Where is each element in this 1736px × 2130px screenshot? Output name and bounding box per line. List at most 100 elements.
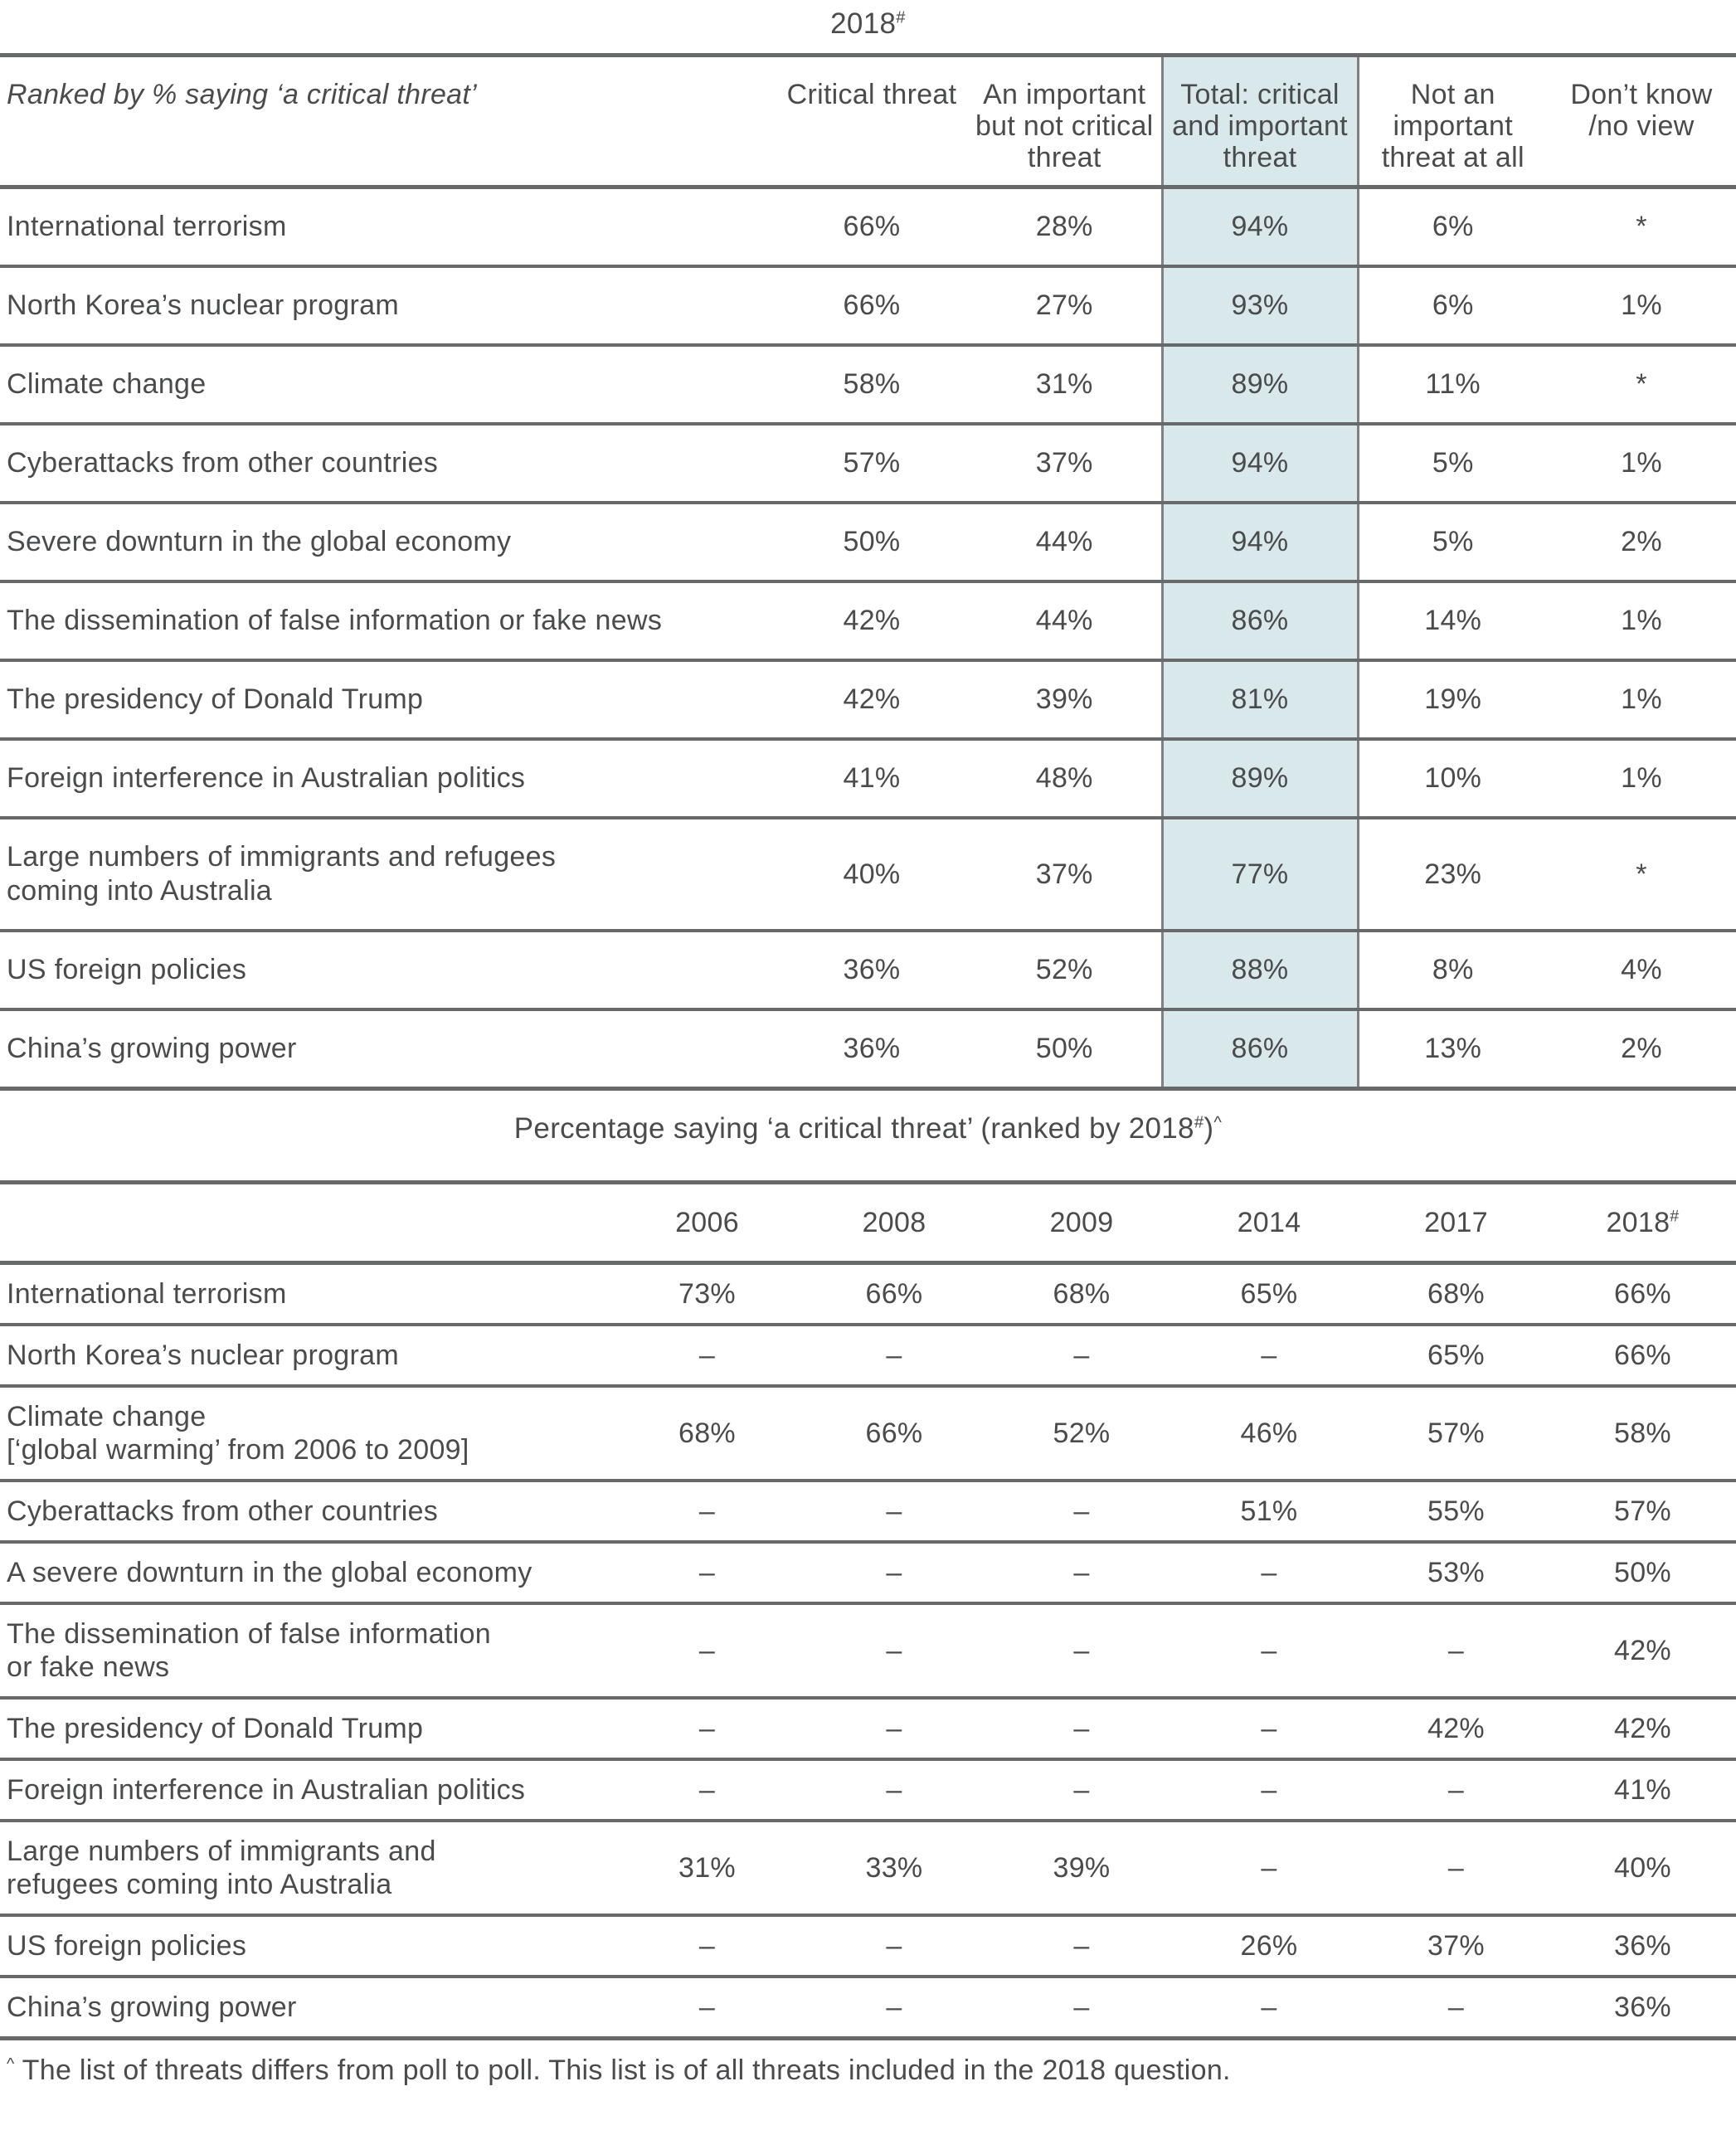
value-cell: 42%	[1614, 1635, 1671, 1666]
row-label: North Korea’s nuclear program	[7, 1340, 399, 1371]
value-cell: 57%	[843, 447, 901, 479]
value-cell: 31%	[678, 1852, 736, 1884]
value-cell: 8%	[1432, 954, 1474, 985]
value-cell: 52%	[1053, 1418, 1111, 1449]
threats-2018-table: Ranked by % saying ‘a critical threat’ C…	[0, 53, 1736, 1091]
value-cell: –	[886, 1713, 902, 1744]
value-cell: –	[1447, 1635, 1465, 1666]
value-cell: –	[1261, 1713, 1277, 1744]
table2-title-caret-superscript: ^	[1213, 1113, 1223, 1132]
table-row: Foreign interference in Australian polit…	[0, 1759, 1736, 1821]
value-cell: –	[1073, 1713, 1090, 1744]
total-value-cell: 77%	[1160, 818, 1359, 931]
value-cell: 36%	[1614, 1991, 1671, 2023]
value-cell: 65%	[1427, 1340, 1485, 1371]
row-label: The dissemination of false information o…	[7, 605, 663, 636]
row-label: Cyberattacks from other countries	[7, 1495, 439, 1527]
value-cell: –	[1261, 1774, 1277, 1806]
column-header-2018: 2018#	[1606, 1207, 1680, 1238]
table-row: Foreign interference in Australian polit…	[0, 739, 1736, 818]
value-cell: 42%	[1427, 1713, 1485, 1744]
value-cell: 42%	[843, 683, 901, 715]
column-header-not-important: Not an important threat at all	[1381, 79, 1524, 173]
value-cell: 66%	[1614, 1340, 1671, 1371]
value-cell: –	[886, 1635, 902, 1666]
value-cell: 2%	[1621, 526, 1662, 557]
value-cell: –	[1073, 1774, 1090, 1806]
column-header-2006: 2006	[675, 1207, 739, 1238]
column-header-2009: 2009	[1049, 1207, 1114, 1238]
value-cell: –	[698, 1774, 716, 1806]
table-row: Large numbers of immigrants and refugees…	[0, 1821, 1736, 1915]
value-cell: –	[1073, 1495, 1090, 1527]
table1-title-text: 2018	[830, 7, 897, 40]
total-value-cell: 86%	[1160, 581, 1359, 660]
row-label: Foreign interference in Australian polit…	[7, 1774, 526, 1806]
row-label: Large numbers of immigrants and refugees…	[7, 1836, 436, 1900]
value-cell: 50%	[1035, 1033, 1093, 1064]
value-cell: *	[1636, 211, 1647, 242]
value-cell: 37%	[1035, 858, 1093, 890]
table-row: The dissemination of false information o…	[0, 581, 1736, 660]
value-cell: 36%	[843, 954, 901, 985]
value-cell: 36%	[1614, 1930, 1671, 1962]
value-cell: –	[1073, 1635, 1090, 1666]
footnote: ^ The list of threats differs from poll …	[0, 2054, 1736, 2087]
value-cell: –	[1261, 1852, 1277, 1884]
value-cell: –	[698, 1340, 716, 1371]
table-row: North Korea’s nuclear program – – – – 65…	[0, 1325, 1736, 1386]
value-cell: –	[698, 1635, 716, 1666]
table2-title: Percentage saying ‘a critical threat’ (r…	[513, 1112, 1223, 1145]
value-cell: *	[1636, 858, 1647, 890]
value-cell: –	[698, 1713, 716, 1744]
table-row: Cyberattacks from other countries 57% 37…	[0, 424, 1736, 503]
value-cell: –	[886, 1557, 902, 1588]
value-cell: 37%	[1427, 1930, 1485, 1962]
row-label: A severe downturn in the global economy	[7, 1557, 532, 1588]
value-cell: 26%	[1240, 1930, 1298, 1962]
table1-title-superscript: #	[896, 8, 906, 27]
table-row: Cyberattacks from other countries – – – …	[0, 1481, 1736, 1542]
value-cell: –	[1073, 1930, 1090, 1962]
column-header-2017: 2017	[1424, 1207, 1488, 1238]
footnote-caret-superscript: ^	[7, 2055, 15, 2074]
value-cell: 31%	[1035, 368, 1093, 400]
value-cell: 5%	[1432, 526, 1474, 557]
value-cell: 66%	[1614, 1278, 1671, 1310]
table-row: US foreign policies 36% 52% 88% 8% 4%	[0, 931, 1736, 1009]
value-cell: 1%	[1621, 605, 1662, 636]
value-cell: 6%	[1432, 289, 1474, 321]
value-cell: 65%	[1240, 1278, 1298, 1310]
value-cell: –	[1261, 1340, 1277, 1371]
value-cell: –	[1447, 1852, 1465, 1884]
value-cell: 33%	[865, 1852, 923, 1884]
table2-title-text: Percentage saying ‘a critical threat’ (r…	[513, 1112, 1194, 1145]
table2-header-row: 2006 2008 2009 2014 2017 2018#	[0, 1182, 1736, 1263]
value-cell: –	[886, 1495, 902, 1527]
value-cell: 36%	[843, 1033, 901, 1064]
table-row: China’s growing power 36% 50% 86% 13% 2%	[0, 1009, 1736, 1089]
row-label: Climate change	[7, 368, 207, 400]
column-header-2014: 2014	[1237, 1207, 1301, 1238]
value-cell: *	[1636, 368, 1647, 400]
value-cell: 66%	[865, 1418, 923, 1449]
table-row: Large numbers of immigrants and refugees…	[0, 818, 1736, 931]
value-cell: 40%	[843, 858, 901, 890]
value-cell: 39%	[1035, 683, 1093, 715]
footnote-text: The list of threats differs from poll to…	[14, 2055, 1231, 2086]
value-cell: 14%	[1424, 605, 1482, 636]
row-label: International terrorism	[7, 211, 287, 242]
total-value-cell: 81%	[1160, 660, 1359, 739]
value-cell: 13%	[1424, 1033, 1482, 1064]
row-label: The presidency of Donald Trump	[7, 1713, 424, 1744]
row-label: Cyberattacks from other countries	[7, 447, 439, 479]
table-row: North Korea’s nuclear program 66% 27% 93…	[0, 266, 1736, 345]
value-cell: –	[1073, 1557, 1090, 1588]
row-label: Foreign interference in Australian polit…	[7, 762, 526, 794]
total-value-cell: 89%	[1160, 739, 1359, 818]
value-cell: –	[698, 1495, 716, 1527]
table1-header-ranked-by: Ranked by % saying ‘a critical threat’	[7, 79, 477, 110]
table-row: Climate change [‘global warming’ from 20…	[0, 1386, 1736, 1481]
table-row: US foreign policies – – – 26% 37% 36%	[0, 1915, 1736, 1977]
value-cell: 41%	[1614, 1774, 1671, 1806]
